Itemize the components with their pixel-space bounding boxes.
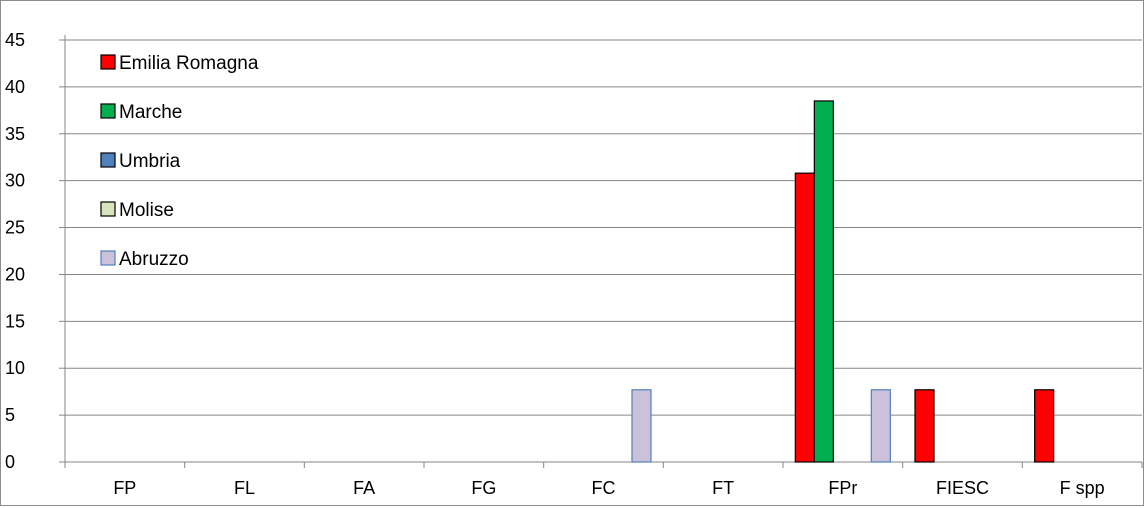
y-tick-label: 10 <box>5 358 25 378</box>
x-tick-labels: FP FL FA FG FC FT FPr FIESC F spp <box>113 478 1104 498</box>
y-tick-label: 0 <box>5 452 15 472</box>
legend-swatch <box>100 250 116 266</box>
x-tick-label: FT <box>712 478 734 498</box>
x-tick-label: FP <box>113 478 136 498</box>
y-tick-label: 30 <box>5 171 25 191</box>
bar <box>794 172 815 463</box>
legend-swatch <box>100 201 116 217</box>
x-tick-label: FC <box>592 478 616 498</box>
y-tick-label: 40 <box>5 77 25 97</box>
legend-swatch <box>100 54 116 70</box>
axes <box>59 35 1143 468</box>
legend-label: Molise <box>119 200 174 221</box>
y-tick-label: 20 <box>5 264 25 284</box>
legend-swatch <box>100 152 116 168</box>
bar <box>1034 389 1055 463</box>
y-tick-labels: 0 5 10 15 20 25 30 35 40 45 <box>5 30 25 472</box>
x-tick-label: FL <box>234 478 255 498</box>
x-tick-label: FG <box>471 478 496 498</box>
bar <box>914 389 935 463</box>
x-tick-label: FPr <box>828 478 857 498</box>
x-tick-label: F spp <box>1060 478 1105 498</box>
bar <box>631 389 652 463</box>
y-tick-label: 25 <box>5 218 25 238</box>
legend: Emilia Romagna Marche Umbria Molise Abruzzo <box>100 53 259 270</box>
y-tick-label: 45 <box>5 30 25 50</box>
legend-label: Marche <box>119 102 182 123</box>
legend-label: Emilia Romagna <box>119 53 259 74</box>
y-tick-label: 15 <box>5 311 25 331</box>
legend-swatch <box>100 103 116 119</box>
legend-label: Umbria <box>119 151 181 172</box>
x-tick-label: FA <box>353 478 375 498</box>
bar <box>813 100 834 463</box>
gridlines <box>65 39 1142 416</box>
x-tick-label: FIESC <box>936 478 989 498</box>
bars <box>631 100 1055 463</box>
y-tick-label: 35 <box>5 124 25 144</box>
y-tick-label: 5 <box>5 405 15 425</box>
legend-label: Abruzzo <box>119 249 189 270</box>
bar <box>870 389 891 463</box>
